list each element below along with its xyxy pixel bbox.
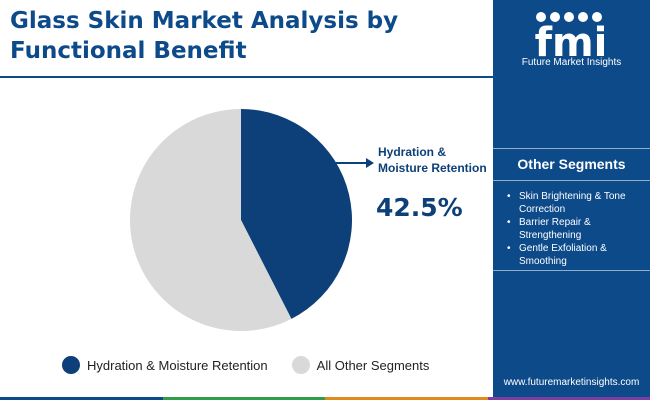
sidebar: fmi Future Market Insights Other Segment…: [493, 0, 650, 397]
legend-item-other: All Other Segments: [291, 356, 430, 374]
page-title: Glass Skin Market Analysis by Functional…: [10, 8, 399, 64]
pie-slices: [130, 109, 353, 331]
pie-slice-other: [130, 109, 292, 331]
logo-caption: Future Market Insights: [521, 57, 622, 68]
other-segments-list: Skin Brightening & Tone Correction Barri…: [503, 190, 645, 268]
legend-label-hydration: Hydration & Moisture Retention: [87, 357, 268, 373]
segment-item: Skin Brightening & Tone Correction: [503, 190, 645, 216]
legend-swatch-other: [291, 356, 310, 374]
other-segments-heading: Other Segments: [517, 156, 626, 172]
segments-divider-top: [493, 148, 650, 149]
website-link[interactable]: www.futuremarketinsights.com: [503, 377, 640, 388]
legend-label-other: All Other Segments: [316, 357, 430, 373]
pie-slice-hydration: [241, 109, 353, 319]
segments-divider-bottom: [493, 180, 650, 181]
segment-item: Barrier Repair & Strengthening: [503, 216, 645, 242]
bottom-color-bar: [0, 397, 650, 400]
title-divider: [0, 76, 493, 78]
segment-item: Gentle Exfoliation & Smoothing: [503, 242, 645, 268]
legend-item-hydration: Hydration & Moisture Retention: [62, 356, 268, 374]
legend-swatch-hydration: [62, 356, 80, 374]
logo-text: fmi: [535, 20, 608, 66]
chart-legend: Hydration & Moisture Retention All Other…: [62, 356, 453, 374]
callout-segment-value: 42.5%: [376, 193, 463, 222]
callout-arrow: [332, 158, 374, 168]
fmi-logo: fmi: [535, 12, 608, 66]
chart-panel: Glass Skin Market Analysis by Functional…: [0, 8, 493, 374]
callout-segment-label: Hydration & Moisture Retention: [378, 145, 487, 175]
segments-divider-end: [493, 270, 650, 271]
pie-chart: [130, 109, 374, 331]
logo-icons: [536, 12, 602, 22]
